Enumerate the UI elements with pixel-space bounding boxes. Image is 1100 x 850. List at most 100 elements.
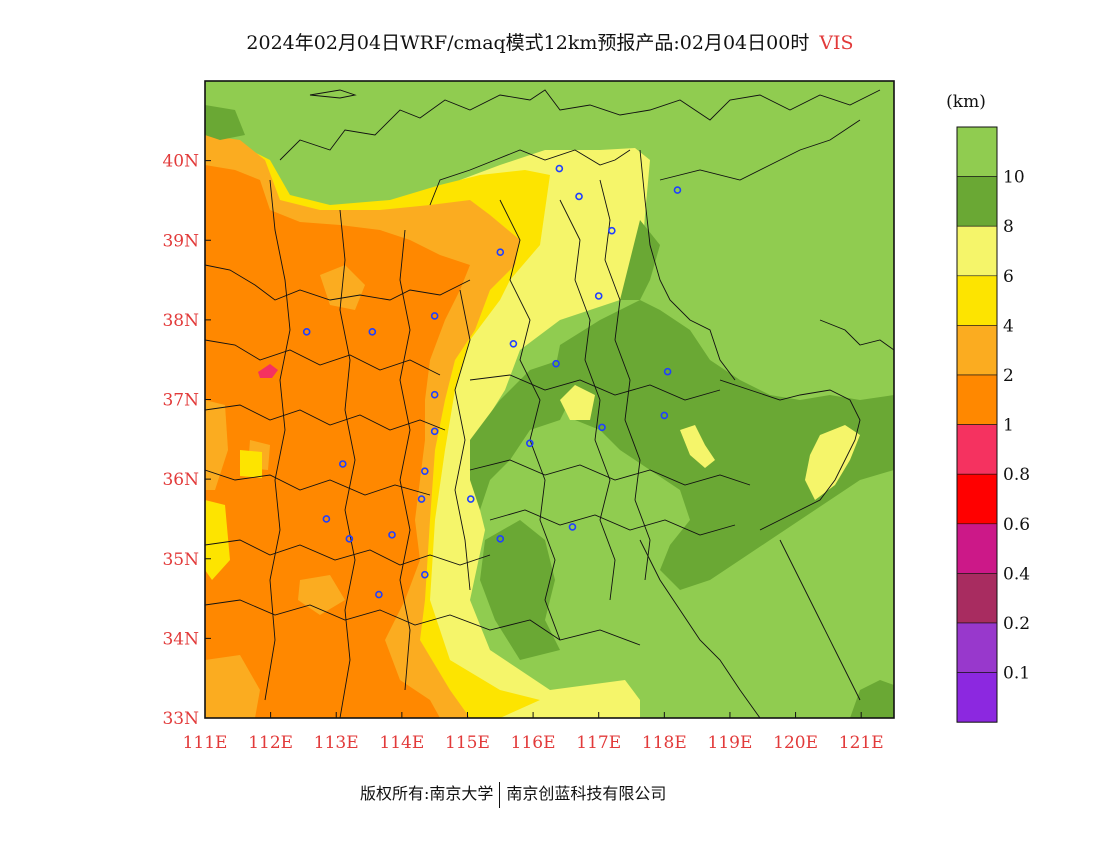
vis-patch-4-6km xyxy=(205,500,230,580)
legend-frame xyxy=(956,126,998,723)
legend-swatch xyxy=(956,622,998,673)
x-tick-label: 117E xyxy=(576,733,621,753)
y-tick-label: 38N xyxy=(162,311,199,331)
boundary-line xyxy=(639,149,736,381)
legend-swatch xyxy=(956,573,998,624)
boundary-line xyxy=(819,319,894,351)
vis-region-8-10km xyxy=(205,105,245,140)
boundary-line xyxy=(309,89,357,99)
city-marker xyxy=(430,390,439,399)
y-tick-label: 34N xyxy=(162,629,199,649)
city-marker xyxy=(421,570,429,579)
boundary-lines xyxy=(205,89,894,718)
copyright-owner: 版权所有:南京大学 xyxy=(360,784,494,803)
legend: 10 8 6 4 2 1 0.8 0.6 0.4 0.2 0.1 xyxy=(956,126,1030,723)
x-tick-label: 119E xyxy=(708,733,753,753)
city-marker xyxy=(496,248,505,256)
footer: 版权所有:南京大学 南京创蓝科技有限公司 xyxy=(360,780,666,808)
city-marker xyxy=(526,439,534,448)
legend-swatch xyxy=(956,374,998,425)
x-tick-label: 111E xyxy=(183,733,228,753)
legend-label: 0.4 xyxy=(1003,564,1030,584)
legend-label: 2 xyxy=(1003,366,1014,386)
city-marker xyxy=(345,535,354,543)
city-marker xyxy=(302,328,311,336)
city-marker xyxy=(575,192,583,201)
boundary-line xyxy=(639,539,761,718)
city-marker xyxy=(375,590,383,599)
x-tick-label: 115E xyxy=(445,733,490,753)
x-tick-label: 113E xyxy=(314,733,359,753)
y-tick-label: 37N xyxy=(162,391,199,411)
x-tick-label: 116E xyxy=(511,733,556,753)
y-tick-label: 35N xyxy=(162,550,199,570)
city-marker xyxy=(430,312,439,320)
legend-swatch xyxy=(956,672,998,723)
vis-patch-6-8km xyxy=(680,425,715,468)
vis-region-8-10km xyxy=(850,680,894,718)
vis-patch-0.8-1km xyxy=(258,364,278,378)
legend-swatch xyxy=(956,126,998,177)
boundary-line xyxy=(719,379,861,531)
city-marker xyxy=(417,495,426,503)
city-marker xyxy=(322,515,331,523)
city-marker xyxy=(496,535,505,543)
vis-patch-6-8km xyxy=(560,385,595,420)
y-axis: 33N 34N 35N 36N 37N 38N 39N 40N xyxy=(162,152,211,729)
boundary-line xyxy=(559,199,616,601)
city-marker xyxy=(555,164,564,173)
y-tick-label: 33N xyxy=(162,709,199,729)
variable-label: VIS xyxy=(819,32,854,54)
vis-region-8-10km xyxy=(620,220,660,300)
city-marker xyxy=(509,339,518,348)
city-marker xyxy=(608,226,616,235)
city-marker xyxy=(663,367,672,376)
x-tick-label: 118E xyxy=(642,733,687,753)
city-marker xyxy=(388,531,396,539)
y-tick-label: 36N xyxy=(162,470,199,490)
boundary-line xyxy=(264,179,291,701)
legend-label: 6 xyxy=(1003,267,1014,287)
boundary-line xyxy=(489,509,736,536)
boundary-line xyxy=(205,404,446,431)
legend-swatch xyxy=(956,225,998,277)
vis-region-8-10km xyxy=(480,520,560,660)
legend-swatch xyxy=(956,325,998,376)
boundary-line xyxy=(205,264,471,301)
legend-swatch xyxy=(956,523,998,574)
boundary-line xyxy=(469,459,751,486)
x-tick-label: 121E xyxy=(839,733,884,753)
legend-label: 8 xyxy=(1003,217,1014,237)
legend-unit: (km) xyxy=(946,92,986,112)
legend-swatch xyxy=(956,424,998,475)
city-marker xyxy=(568,523,577,531)
city-marker xyxy=(552,359,560,368)
boundary-line xyxy=(205,469,431,496)
city-marker xyxy=(660,411,669,420)
visibility-field xyxy=(205,81,894,718)
boundary-line xyxy=(279,89,881,161)
legend-label: 10 xyxy=(1003,168,1025,188)
y-tick-label: 40N xyxy=(162,152,199,172)
boundary-line xyxy=(399,229,411,691)
city-marker xyxy=(598,423,606,432)
boundary-line xyxy=(339,209,356,718)
boundary-line xyxy=(779,539,861,701)
city-marker xyxy=(673,186,682,194)
boundary-line xyxy=(454,289,471,591)
map-title: 2024年02月04日WRF/cmaq模式12km预报产品:02月04日00时 V… xyxy=(0,28,1100,55)
vis-patch-6-8km xyxy=(805,425,860,500)
legend-swatch xyxy=(956,473,998,525)
vis-region-8-10km xyxy=(555,300,894,590)
copyright-company: 南京创蓝科技有限公司 xyxy=(506,784,667,803)
legend-swatch xyxy=(956,176,998,227)
city-marker xyxy=(368,328,377,336)
x-tick-label: 112E xyxy=(248,733,293,753)
city-marker xyxy=(338,460,347,468)
legend-label: 4 xyxy=(1003,316,1014,336)
x-tick-label: 114E xyxy=(379,733,424,753)
y-tick-label: 39N xyxy=(162,231,199,251)
vis-patch-4-6km xyxy=(240,450,262,478)
vis-patch-2-4km xyxy=(205,400,228,490)
